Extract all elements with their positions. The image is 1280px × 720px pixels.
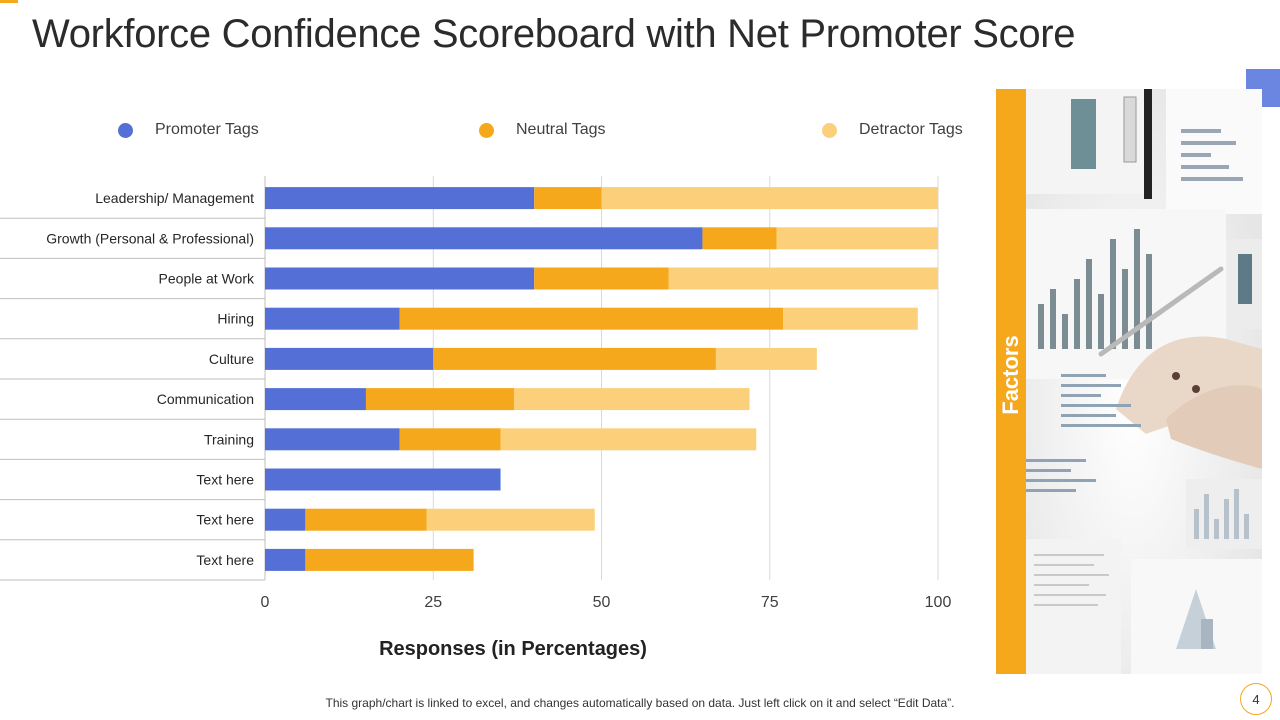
page-number: 4 (1240, 683, 1272, 715)
bar-neutral-4 (433, 347, 716, 370)
category-label-2: People at Work (159, 271, 255, 287)
legend-label-promoter: Promoter Tags (155, 121, 259, 138)
x-tick-label-2: 50 (593, 594, 611, 611)
factors-band (996, 89, 1026, 674)
bar-neutral-3 (399, 307, 784, 330)
category-label-1: Growth (Personal & Professional) (46, 230, 254, 246)
bar-promoter-2 (265, 267, 535, 290)
bar-detractor-1 (776, 227, 938, 250)
bar-neutral-2 (534, 267, 669, 290)
category-label-9: Text here (196, 552, 254, 568)
category-label-4: Culture (209, 351, 254, 367)
footnote: This graph/chart is linked to excel, and… (325, 696, 955, 710)
legend-item-promoter: Promoter Tags (118, 118, 259, 142)
x-axis-title: Responses (in Percentages) (379, 638, 647, 660)
category-label-8: Text here (196, 512, 254, 528)
bar-detractor-2 (668, 267, 938, 290)
hands-reviewing-charts-photo (1026, 89, 1262, 674)
legend-swatch-promoter (118, 122, 133, 138)
bar-promoter-5 (265, 388, 366, 411)
x-tick-label-4: 100 (925, 594, 952, 611)
top-accent-bar (0, 0, 18, 3)
legend-swatch-detractor (822, 122, 837, 138)
bar-promoter-7 (265, 468, 501, 491)
category-label-6: Training (204, 431, 254, 447)
category-label-3: Hiring (217, 311, 254, 327)
bar-promoter-9 (265, 548, 306, 571)
bar-detractor-0 (601, 187, 938, 210)
factors-label: Factors (998, 335, 1023, 415)
bar-detractor-3 (783, 307, 918, 330)
bar-detractor-8 (426, 508, 595, 531)
bar-neutral-6 (399, 428, 501, 451)
legend-item-detractor: Detractor Tags (822, 118, 963, 142)
x-tick-label-3: 75 (761, 594, 779, 611)
stacked-bar-chart[interactable]: Leadership/ Management Growth (Personal &… (0, 170, 980, 620)
bar-neutral-9 (305, 548, 474, 571)
bar-neutral-8 (305, 508, 427, 531)
bar-neutral-5 (365, 388, 515, 411)
x-tick-label-0: 0 (261, 594, 270, 611)
bar-promoter-1 (265, 227, 703, 250)
bar-promoter-4 (265, 347, 434, 370)
page-title: Workforce Confidence Scoreboard with Net… (32, 12, 1076, 56)
bar-detractor-4 (715, 347, 817, 370)
bar-promoter-8 (265, 508, 306, 531)
bar-promoter-0 (265, 187, 535, 210)
bar-promoter-3 (265, 307, 400, 330)
category-label-5: Communication (157, 391, 254, 407)
legend-label-detractor: Detractor Tags (859, 121, 963, 138)
photo-illustration (1026, 89, 1262, 674)
bar-detractor-6 (500, 428, 757, 451)
category-label-7: Text here (196, 472, 254, 488)
legend-label-neutral: Neutral Tags (516, 121, 606, 138)
category-label-0: Leadership/ Management (95, 190, 254, 206)
bar-neutral-1 (702, 227, 777, 250)
legend-swatch-neutral (479, 122, 494, 138)
bar-neutral-0 (534, 187, 602, 210)
x-tick-label-1: 25 (424, 594, 442, 611)
bar-detractor-5 (514, 388, 750, 411)
bar-promoter-6 (265, 428, 400, 451)
legend-item-neutral: Neutral Tags (479, 118, 606, 142)
